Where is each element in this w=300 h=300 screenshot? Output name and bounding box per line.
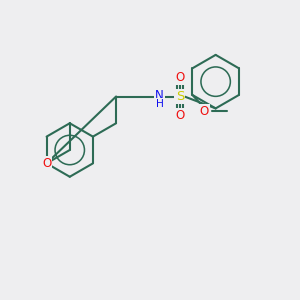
Text: O: O <box>42 157 51 170</box>
Text: O: O <box>176 71 184 84</box>
Text: O: O <box>176 109 184 122</box>
Text: H: H <box>156 99 164 109</box>
Text: O: O <box>200 105 209 118</box>
Text: S: S <box>176 90 184 103</box>
Text: N: N <box>155 88 164 101</box>
